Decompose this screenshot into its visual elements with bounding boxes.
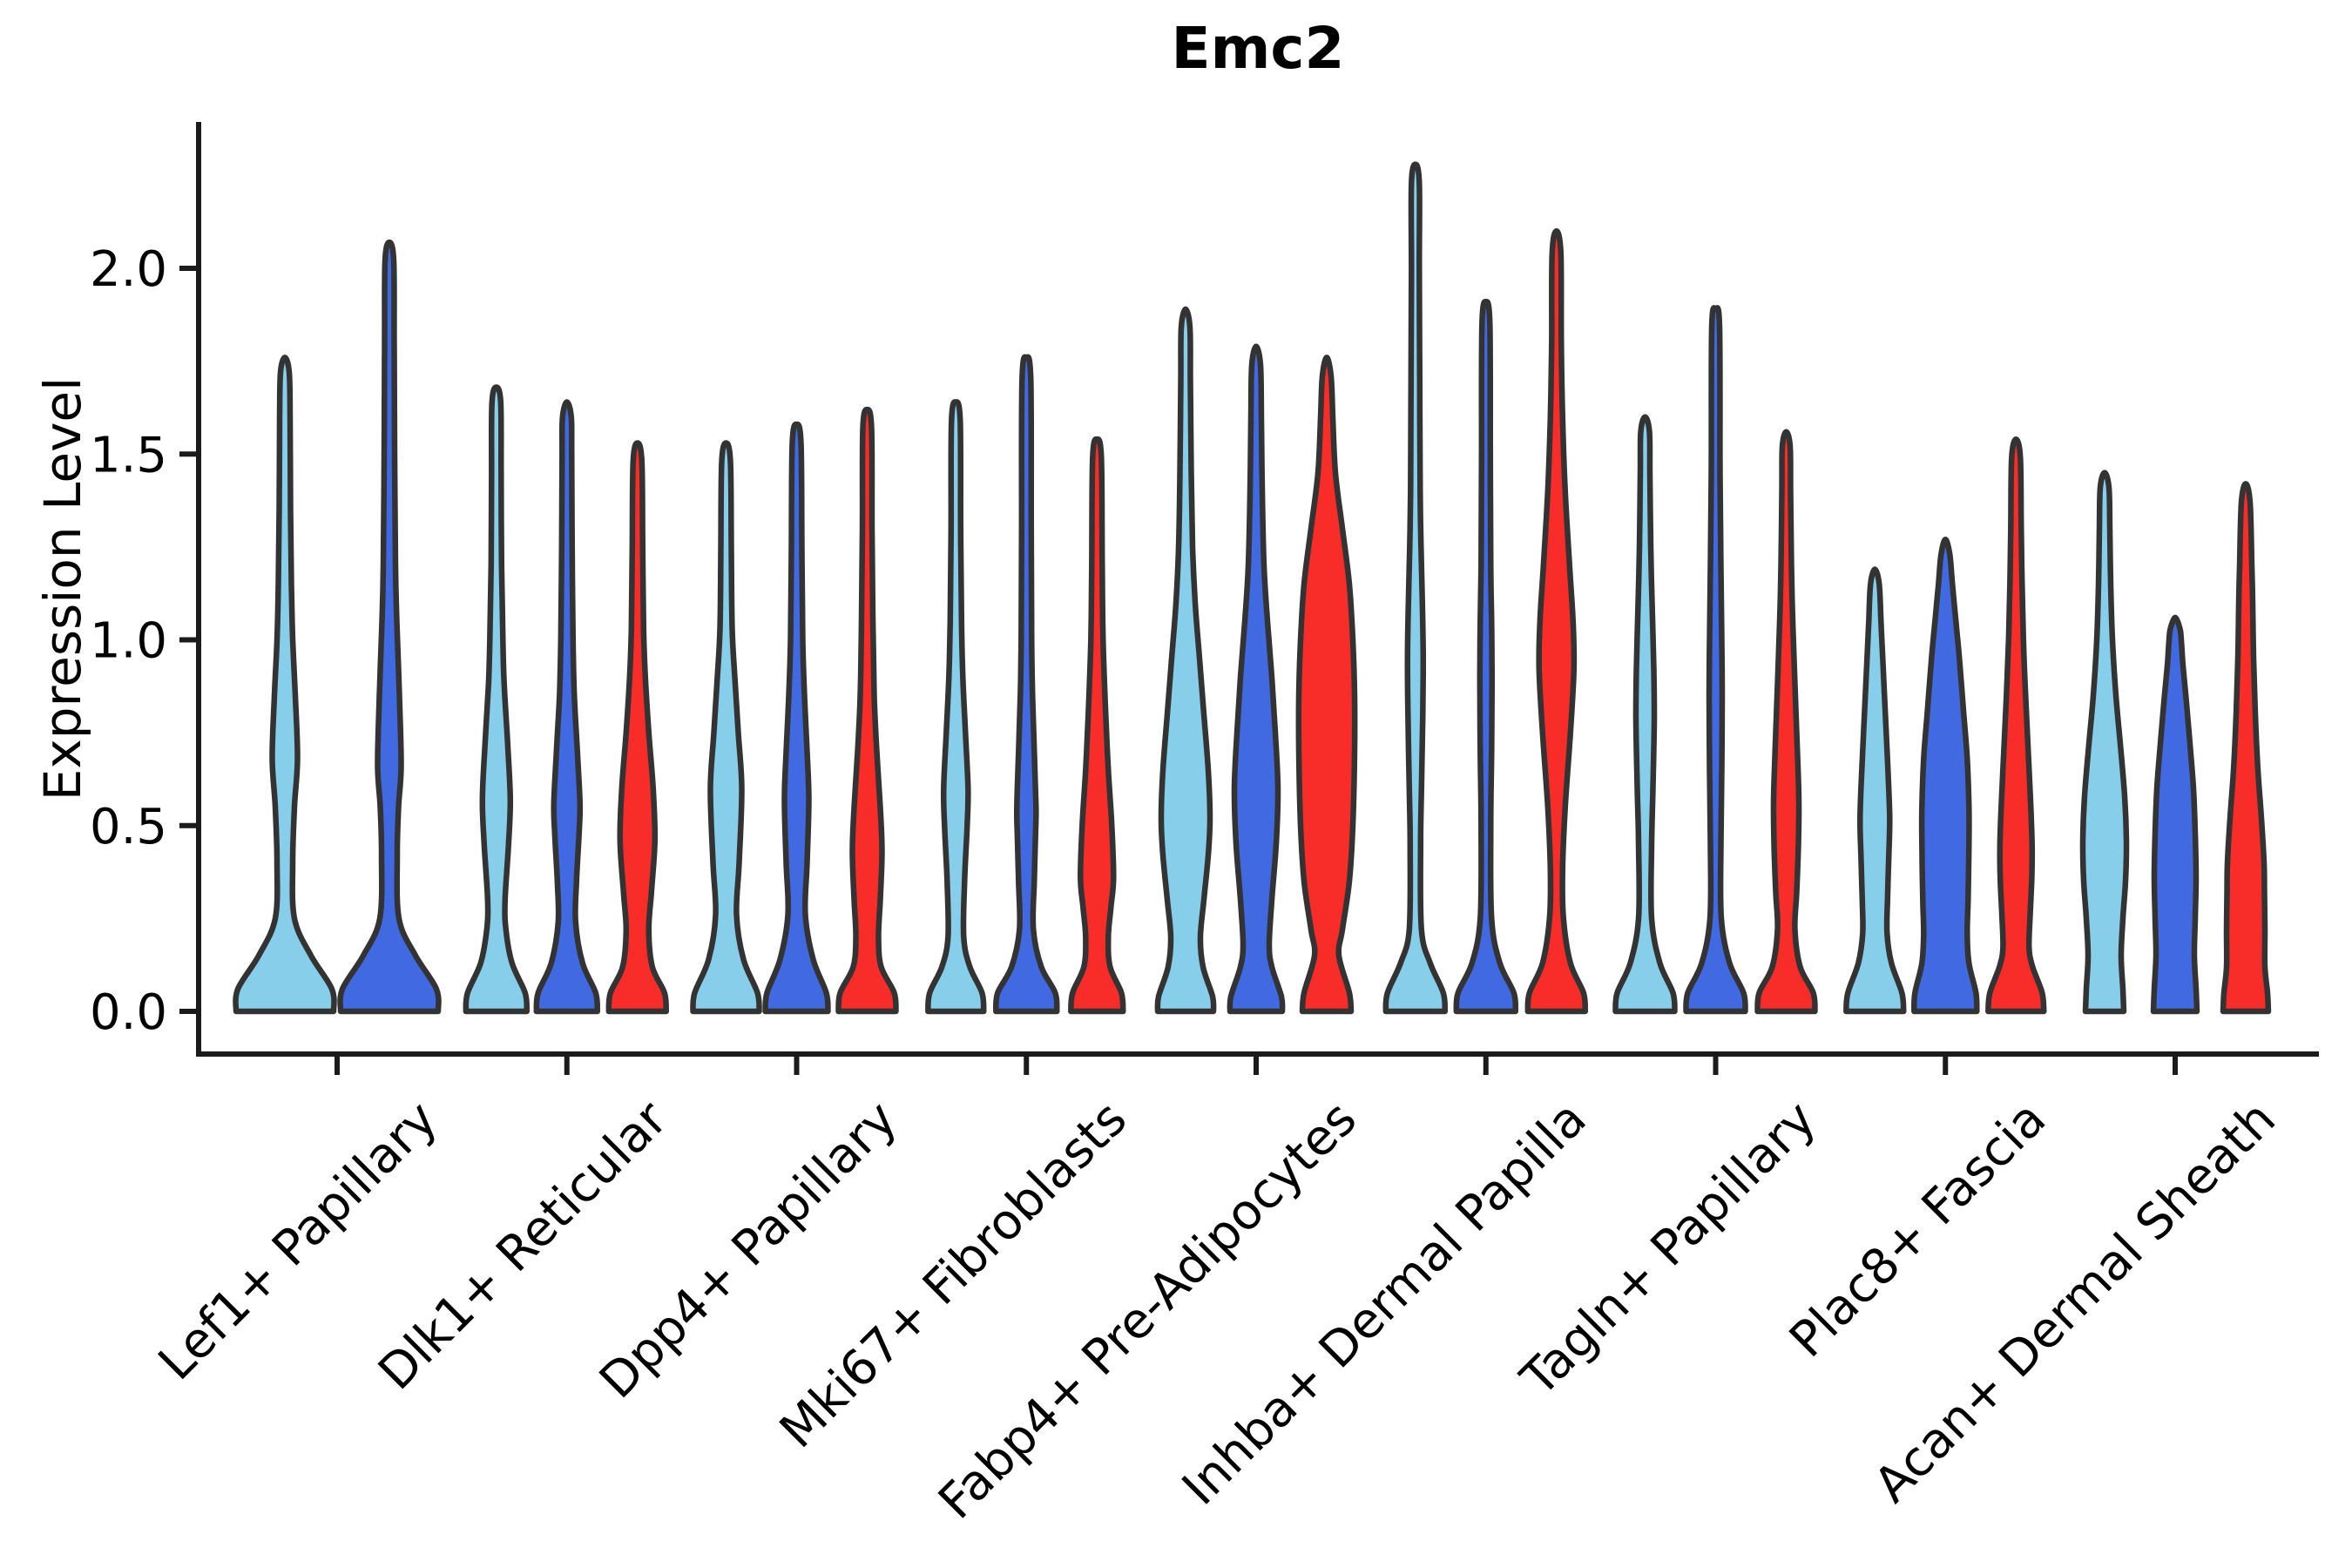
violin-mki67-light-blue [925,399,987,1015]
violin-tagln-royal-blue [1683,305,1748,1015]
violin-dlk1-royal-blue [533,399,601,1015]
violin-tagln-red [1754,429,1818,1015]
violin-mki67-royal-blue [993,354,1060,1015]
violin-fabp4-red [1295,355,1358,1015]
violin-acan-light-blue [2079,470,2130,1015]
violin-inhba-red [1524,228,1589,1015]
violins-layer [233,161,2272,1015]
y-tick-label: 1.0 [90,613,167,670]
y-tick-label: 0.5 [90,799,167,855]
violin-plac8-red [1985,436,2047,1015]
y-tick-label: 0.0 [90,984,167,1041]
violin-plac8-royal-blue [1911,537,1980,1015]
plot-title: Emc2 [1172,15,1345,82]
violin-lef1-royal-blue [337,239,442,1015]
violin-fabp4-light-blue [1154,306,1217,1015]
x-tick-label: Fabp4+ Pre-Adipocytes [928,1091,1368,1531]
y-tick-label: 1.5 [90,427,167,483]
y-axis-label: Expression Level [33,377,92,801]
violin-acan-red [2220,481,2272,1015]
violin-dpp4-royal-blue [762,421,831,1015]
axes-layer [179,122,2319,1075]
violin-plac8-light-blue [1843,566,1907,1015]
violin-inhba-royal-blue [1453,299,1519,1015]
violin-tagln-light-blue [1612,414,1678,1015]
x-tick-label: Inhba+ Dermal Papilla [1172,1091,1598,1517]
y-tick-label: 2.0 [90,241,167,298]
violin-dlk1-light-blue [463,384,531,1015]
violin-dlk1-red [605,440,670,1015]
violin-inhba-light-blue [1382,161,1449,1015]
violin-dpp4-red [835,406,899,1015]
violin-dpp4-light-blue [690,440,762,1015]
violin-lef1-light-blue [233,355,337,1015]
x-tick-label: Acan+ Dermal Sheath [1863,1091,2287,1514]
violin-fabp4-royal-blue [1227,343,1286,1015]
violin-acan-royal-blue [2150,614,2200,1015]
violin-mki67-red [1068,436,1126,1015]
